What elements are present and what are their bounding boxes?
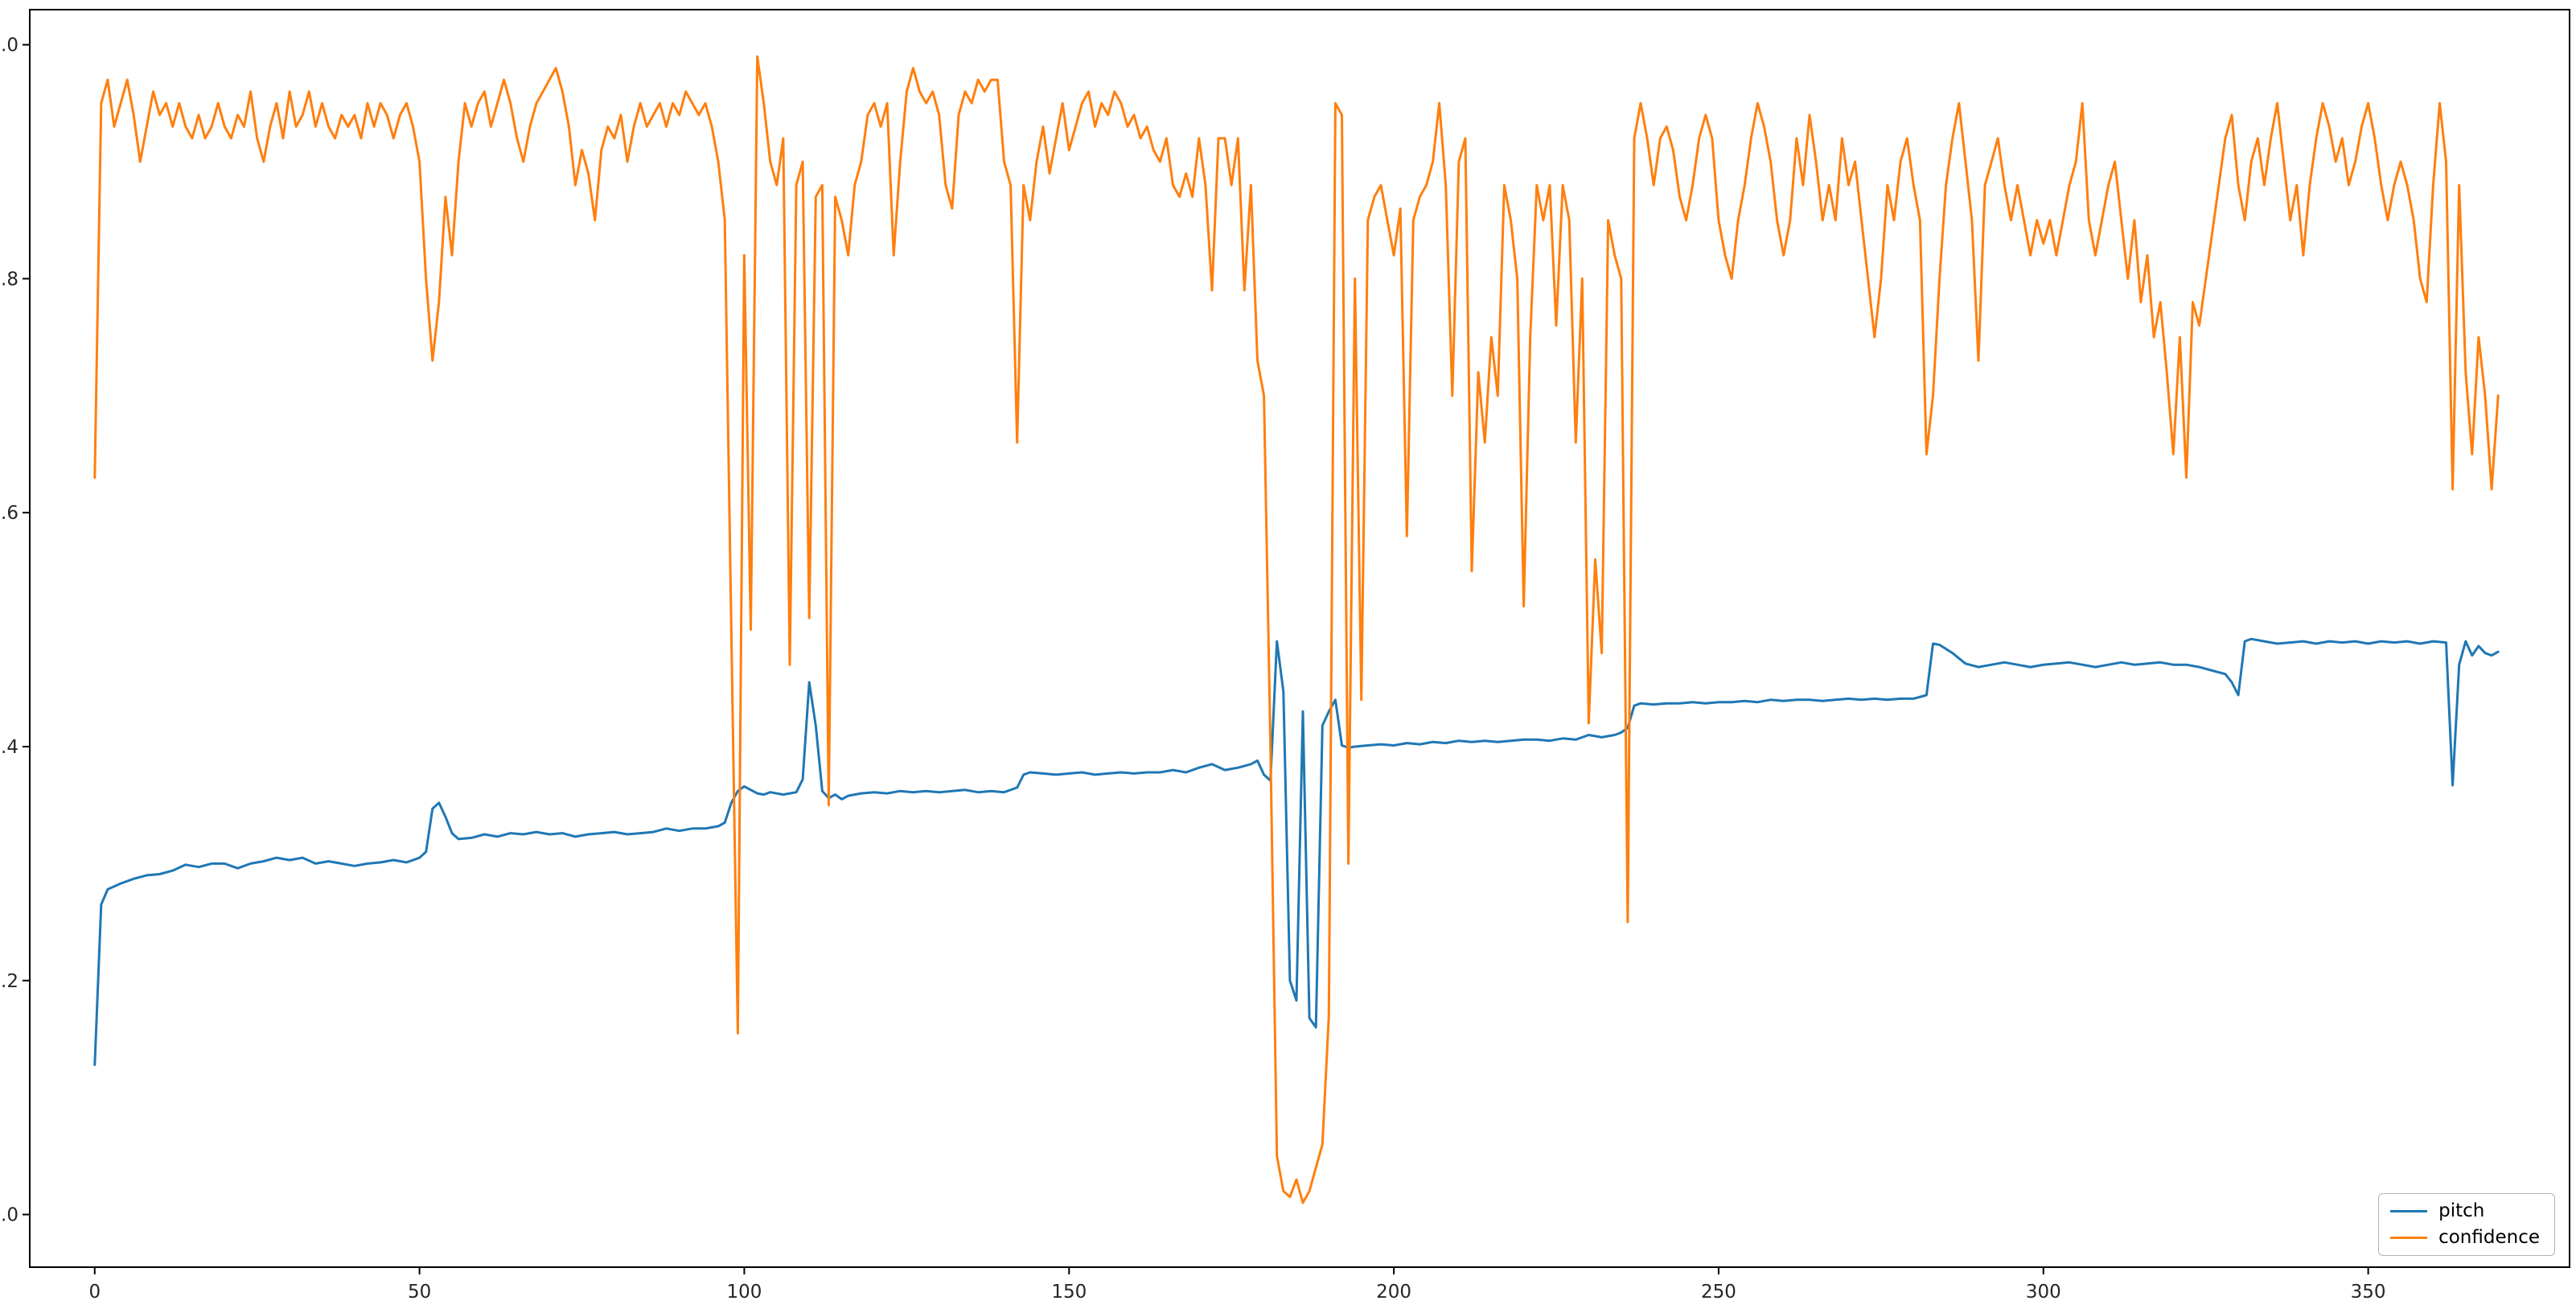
legend-entry-pitch: pitch: [2390, 1202, 2540, 1220]
x-tick-label: 0: [88, 1282, 101, 1303]
x-tick-label: 300: [2026, 1282, 2061, 1303]
pitch-line-swatch: [2390, 1210, 2428, 1212]
legend: pitch confidence: [2378, 1193, 2555, 1256]
confidence-line: [93, 55, 2500, 1204]
confidence-line-swatch: [2390, 1237, 2428, 1239]
legend-label-confidence: confidence: [2438, 1227, 2540, 1248]
x-tick-label: 250: [1701, 1282, 1736, 1303]
x-tick-label: 200: [1376, 1282, 1411, 1303]
x-tick-label: 100: [726, 1282, 762, 1303]
legend-label-pitch: pitch: [2438, 1200, 2485, 1221]
y-tick-label: 0.2: [0, 971, 18, 992]
pitch-line: [93, 637, 2500, 1066]
y-tick-label: 0.6: [0, 503, 18, 524]
y-tick-label: 0.4: [0, 737, 18, 758]
x-tick-label: 150: [1051, 1282, 1087, 1303]
axes-spines: [29, 9, 2570, 1268]
legend-entry-confidence: confidence: [2390, 1229, 2540, 1247]
x-tick-label: 350: [2351, 1282, 2386, 1303]
y-tick-label: 0.8: [0, 269, 18, 290]
y-tick-label: 1.0: [0, 35, 18, 56]
x-tick-label: 50: [408, 1282, 431, 1303]
y-tick-label: 0.0: [0, 1205, 18, 1226]
